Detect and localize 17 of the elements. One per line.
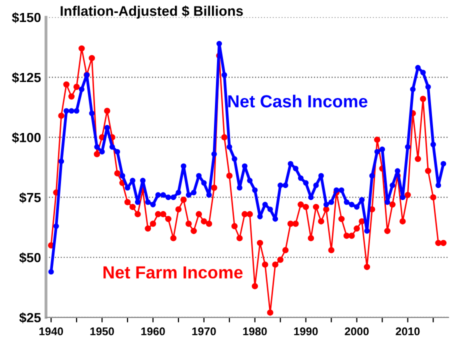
x-tick-label: 1990 <box>294 327 318 336</box>
x-tick-label: 1970 <box>192 327 216 336</box>
y-tick-label: $25 <box>19 312 41 324</box>
y-tick-label: $75 <box>19 192 41 204</box>
y-tick-label: $125 <box>12 72 41 84</box>
series-label: Net Cash Income <box>228 94 368 108</box>
y-tick-label: $50 <box>19 252 41 264</box>
chart-title: Inflation-Adjusted $ Billions <box>60 5 243 19</box>
x-tick-label: 1950 <box>90 327 114 336</box>
y-tick-label: $100 <box>12 132 41 144</box>
x-tick-label: 1960 <box>141 327 165 336</box>
x-tick-label: 1980 <box>243 327 267 336</box>
x-tick-label: 1940 <box>39 327 63 336</box>
x-tick-label: 2010 <box>396 327 420 336</box>
x-tick-label: 2000 <box>344 327 369 336</box>
y-tick-label: $150 <box>12 12 41 24</box>
series-label: Net Farm Income <box>104 266 243 279</box>
